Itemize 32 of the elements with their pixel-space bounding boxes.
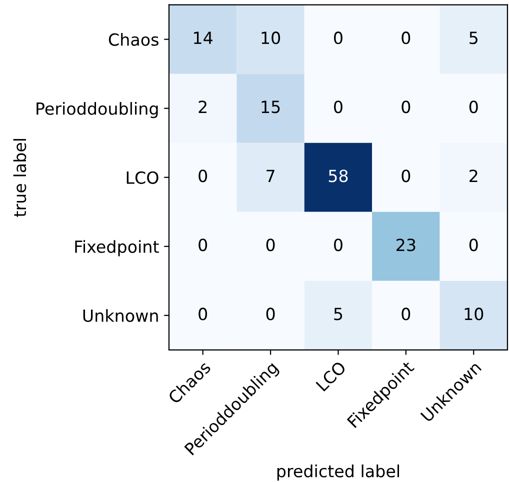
data-label: 0 (334, 100, 342, 114)
data-label: 0 (266, 238, 275, 252)
data-label: 0 (198, 170, 208, 182)
data-label: 2 (470, 170, 478, 182)
y-axis-title: true label (13, 139, 26, 217)
data-label: 0 (198, 238, 208, 252)
data-label: 5 (334, 308, 342, 320)
data-label: 10 (464, 308, 484, 320)
data-label: 0 (334, 238, 342, 252)
data-label: 0 (402, 170, 410, 182)
y-tick-label: LCO (126, 171, 158, 184)
data-label: 10 (262, 32, 280, 44)
y-tick-label: Perioddoubling (36, 102, 158, 118)
data-label: 7 (266, 170, 274, 182)
data-label: 0 (402, 100, 410, 114)
y-tick-label: Unknown (83, 309, 158, 322)
data-label: 15 (262, 100, 280, 114)
y-tick-label: Fixedpoint (75, 240, 159, 256)
data-label: 0 (402, 308, 410, 320)
data-label: 0 (402, 32, 410, 44)
data-label: 0 (469, 238, 478, 252)
data-label: 14 (194, 32, 213, 44)
data-label: 58 (328, 170, 348, 182)
data-label: 5 (470, 32, 478, 44)
data-label: 0 (198, 308, 208, 320)
data-label: 2 (198, 100, 206, 113)
data-label: 0 (334, 32, 342, 44)
x-axis-title: predicted label (277, 464, 399, 481)
data-label: 0 (266, 308, 275, 320)
data-label: 23 (396, 238, 416, 252)
data-label: 0 (469, 100, 478, 114)
y-tick-label: Chaos (108, 33, 158, 46)
